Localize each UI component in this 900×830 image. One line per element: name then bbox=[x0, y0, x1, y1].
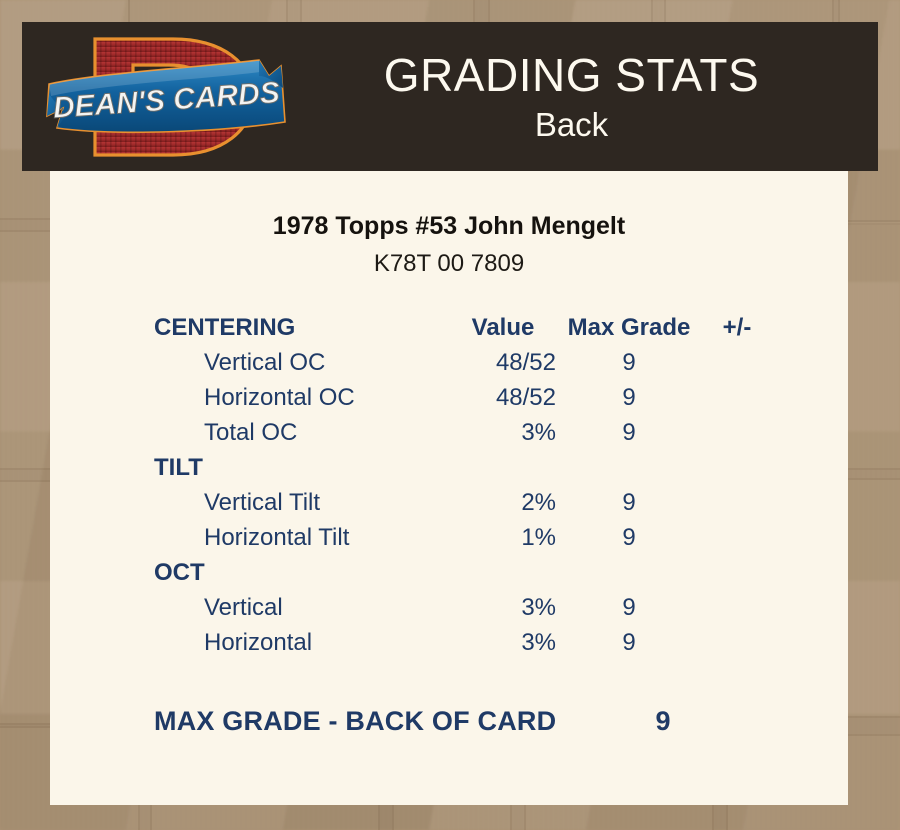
row-label: Vertical Tilt bbox=[204, 489, 321, 516]
table-row: Vertical OC 48/52 9 bbox=[154, 349, 820, 384]
grading-table: CENTERING Value Max Grade +/- Vertical O… bbox=[50, 314, 848, 664]
logo-icon: DEAN'S CARDS bbox=[46, 36, 286, 157]
section-label: TILT bbox=[154, 454, 203, 481]
row-max-grade: 9 bbox=[622, 349, 636, 376]
deans-cards-logo[interactable]: DEAN'S CARDS bbox=[45, 32, 295, 162]
row-value: 48/52 bbox=[495, 349, 556, 376]
row-value: 3% bbox=[521, 629, 556, 656]
table-header-row: CENTERING Value Max Grade +/- bbox=[154, 314, 820, 349]
section-label: OCT bbox=[154, 559, 205, 586]
row-max-grade: 9 bbox=[622, 419, 636, 446]
column-header-max-grade: Max Grade bbox=[567, 314, 691, 341]
row-max-grade: 9 bbox=[622, 524, 636, 551]
app-header: DEAN'S CARDS GRADING STATS Back bbox=[22, 22, 878, 171]
row-value: 3% bbox=[521, 419, 556, 446]
row-value: 1% bbox=[521, 524, 556, 551]
column-header-centering: CENTERING bbox=[154, 314, 296, 341]
section-header-tilt: TILT bbox=[154, 454, 820, 489]
row-label: Total OC bbox=[204, 419, 298, 446]
table-row: Horizontal Tilt 1% 9 bbox=[154, 524, 820, 559]
max-grade-label: MAX GRADE - BACK OF CARD bbox=[154, 706, 557, 736]
row-value: 48/52 bbox=[495, 384, 556, 411]
column-header-value: Value bbox=[471, 314, 535, 341]
row-value: 2% bbox=[521, 489, 556, 516]
row-label: Vertical OC bbox=[204, 349, 326, 376]
column-header-plus-minus: +/- bbox=[722, 314, 752, 341]
header-titles: GRADING STATS Back bbox=[295, 52, 848, 141]
row-label: Vertical bbox=[204, 594, 283, 621]
table-row: Total OC 3% 9 bbox=[154, 419, 820, 454]
page-title: GRADING STATS bbox=[383, 49, 760, 101]
row-label: Horizontal bbox=[204, 629, 313, 656]
row-max-grade: 9 bbox=[622, 489, 636, 516]
section-header-oct: OCT bbox=[154, 559, 820, 594]
table-row: Horizontal 3% 9 bbox=[154, 629, 820, 664]
table-row: Vertical Tilt 2% 9 bbox=[154, 489, 820, 524]
max-grade-value: 9 bbox=[655, 706, 671, 736]
row-max-grade: 9 bbox=[622, 629, 636, 656]
grading-stats-panel: 1978 Topps #53 John Mengelt K78T 00 7809… bbox=[50, 171, 848, 805]
row-label: Horizontal Tilt bbox=[204, 524, 350, 551]
row-value: 3% bbox=[521, 594, 556, 621]
max-grade-summary: MAX GRADE - BACK OF CARD 9 bbox=[50, 706, 848, 737]
page-subtitle: Back bbox=[534, 106, 609, 143]
card-name: 1978 Topps #53 John Mengelt bbox=[272, 212, 626, 240]
row-max-grade: 9 bbox=[622, 384, 636, 411]
row-max-grade: 9 bbox=[622, 594, 636, 621]
table-row: Vertical 3% 9 bbox=[154, 594, 820, 629]
table-row: Horizontal OC 48/52 9 bbox=[154, 384, 820, 419]
card-serial-number: K78T 00 7809 bbox=[373, 250, 525, 277]
row-label: Horizontal OC bbox=[204, 384, 355, 411]
